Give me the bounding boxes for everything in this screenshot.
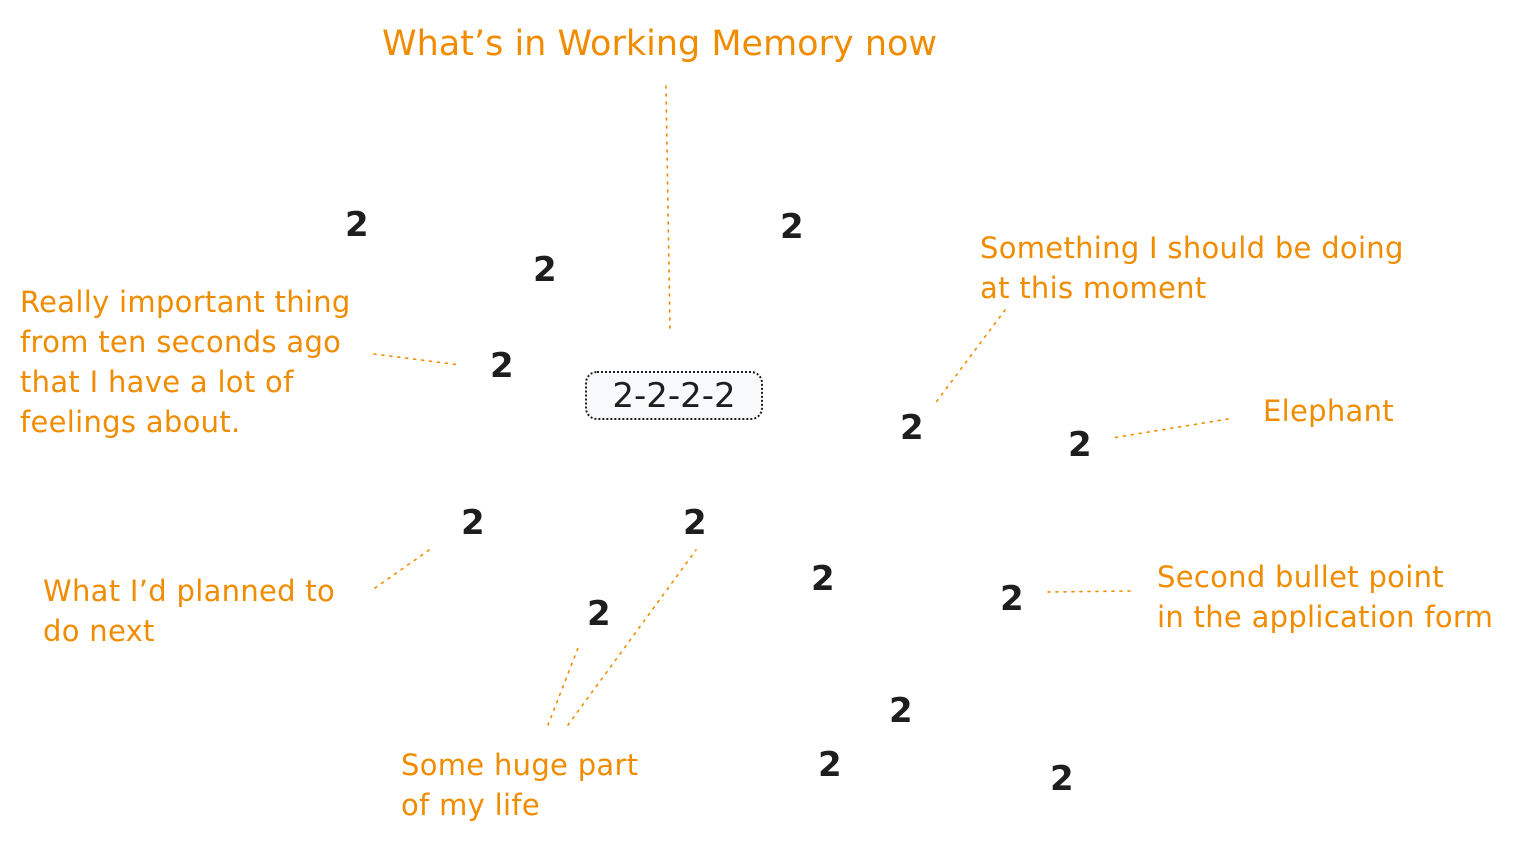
connector-second-bullet [1047, 590, 1131, 593]
digit: 2 [587, 594, 611, 634]
digit: 2 [900, 408, 924, 448]
digit: 2 [533, 250, 557, 290]
label-something-doing: Something I should be doing at this mome… [980, 231, 1404, 305]
connector-huge-part-b [567, 549, 697, 726]
connector-title [665, 85, 671, 333]
connector-huge-part-a [547, 647, 579, 726]
digit: 2 [811, 559, 835, 599]
digit: 2 [1000, 579, 1024, 619]
digit: 2 [818, 745, 842, 785]
diagram-title: What’s in Working Memory now [382, 24, 938, 64]
connector-planned [374, 547, 433, 589]
working-memory-box: 2-2-2-2 [585, 371, 763, 420]
label-elephant: Elephant [1263, 394, 1394, 428]
label-important-thing: Really important thing from ten seconds … [20, 285, 351, 439]
connector-elephant [1111, 418, 1229, 439]
digit: 2 [683, 503, 707, 543]
connector-important [373, 353, 461, 366]
digit: 2 [490, 346, 514, 386]
label-planned-next: What I’d planned to do next [43, 574, 336, 648]
digit: 2 [1068, 425, 1092, 465]
label-second-bullet: Second bullet point in the application f… [1157, 560, 1494, 634]
digit: 2 [780, 207, 804, 247]
digit: 2 [345, 205, 369, 245]
connector-something [933, 309, 1006, 406]
digit: 2 [461, 503, 485, 543]
digit: 2 [1050, 759, 1074, 799]
label-huge-part: Some huge part of my life [401, 748, 639, 822]
digit: 2 [889, 691, 913, 731]
working-memory-sequence: 2-2-2-2 [612, 375, 736, 416]
